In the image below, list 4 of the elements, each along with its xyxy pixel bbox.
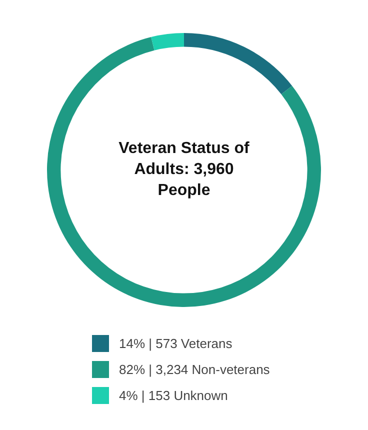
legend-label: 4% | 153 Unknown: [119, 388, 228, 402]
text: Veteran Status of Adults: 3,960 People: [118, 139, 250, 201]
legend-label: 82% | 3,234 Non-veterans: [119, 362, 270, 376]
legend-label: 14% | 573 Veterans: [119, 336, 232, 350]
